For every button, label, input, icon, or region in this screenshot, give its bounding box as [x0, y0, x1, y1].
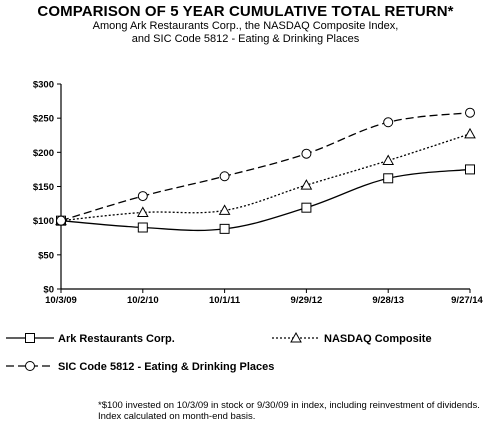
y-tick-label: $150	[33, 182, 54, 193]
y-tick-label: $250	[33, 114, 54, 125]
data-point-square	[383, 173, 394, 184]
data-point-triangle	[218, 204, 231, 215]
footnote-line-2: Index calculated on month-end basis.	[98, 411, 256, 422]
series-line	[60, 133, 471, 222]
data-point-circle	[301, 148, 312, 159]
y-tick-label: $0	[43, 285, 54, 296]
data-point-square	[465, 164, 475, 175]
x-tick-label: 10/1/11	[209, 295, 241, 306]
y-tick-label: $300	[33, 80, 54, 91]
data-point-square	[301, 202, 312, 213]
chart-title: COMPARISON OF 5 YEAR CUMULATIVE TOTAL RE…	[37, 3, 454, 20]
y-tick-label: $100	[33, 216, 54, 227]
legend-label: SIC Code 5812 - Eating & Drinking Places	[58, 361, 274, 373]
data-point-square	[219, 223, 230, 234]
data-point-triangle	[300, 179, 313, 190]
footnote-line-1: *$100 invested on 10/3/09 in stock or 9/…	[98, 400, 480, 411]
x-tick-label: 9/29/12	[291, 295, 323, 306]
legend-marker-triangle	[290, 331, 302, 343]
data-point-triangle	[464, 127, 476, 139]
data-point-triangle	[382, 154, 395, 166]
data-point-circle	[137, 191, 148, 202]
y-tick-label: $50	[38, 250, 54, 261]
legend-marker-circle	[25, 361, 35, 371]
x-tick-label: 9/28/13	[372, 295, 404, 306]
chart-subtitle-line-2: and SIC Code 5812 - Eating & Drinking Pl…	[131, 33, 360, 45]
data-point-circle	[56, 215, 66, 226]
data-point-square	[137, 222, 148, 233]
series-line	[60, 168, 471, 232]
x-tick-label: 10/2/10	[127, 295, 159, 306]
data-point-triangle	[136, 206, 149, 217]
y-tick-label: $200	[33, 148, 54, 159]
series-line	[60, 112, 471, 222]
legend-label: Ark Restaurants Corp.	[58, 333, 175, 345]
data-point-circle	[219, 171, 230, 182]
legend-label: NASDAQ Composite	[324, 333, 432, 345]
chart-subtitle-line-1: Among Ark Restaurants Corp., the NASDAQ …	[92, 20, 399, 32]
x-tick-label: 9/27/14	[451, 295, 483, 306]
x-tick-label: 10/3/09	[45, 295, 77, 306]
data-point-circle	[383, 117, 394, 128]
legend-marker-square	[25, 333, 35, 343]
data-point-circle	[465, 107, 475, 118]
